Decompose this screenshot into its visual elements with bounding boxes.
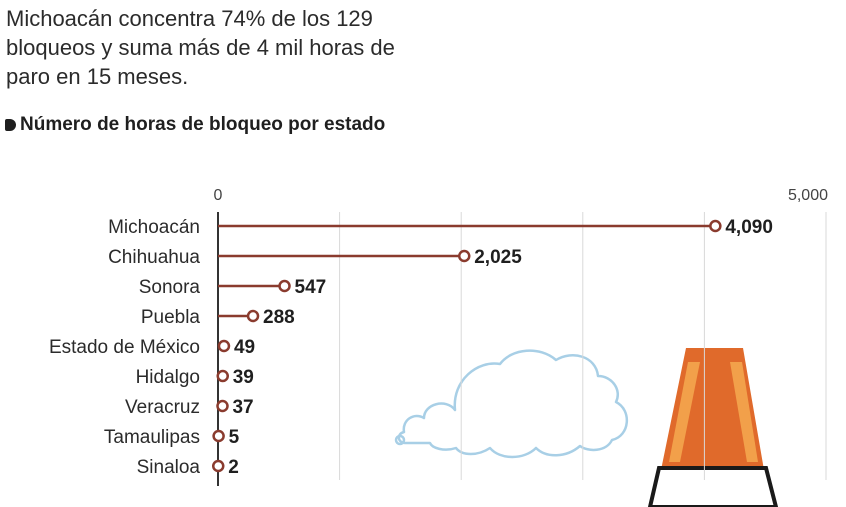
bar-point — [211, 459, 225, 473]
value-label: 49 — [234, 337, 255, 358]
bar-point — [216, 369, 229, 383]
chart-title: Número de horas de bloqueo por estado — [5, 112, 400, 138]
bars — [211, 219, 722, 473]
value-label: 5 — [229, 427, 240, 448]
x-tick-label: 0 — [214, 187, 223, 204]
category-label: Michoacán — [108, 217, 200, 238]
traffic-cone-illustration — [647, 348, 779, 507]
category-labels: Michoacán Chihuahua Sonora Puebla Estado de … — [49, 217, 200, 478]
category-label: Sonora — [139, 277, 201, 298]
bar-point — [246, 309, 260, 323]
category-label: Chihuahua — [108, 247, 200, 268]
chart-title-text: Número de horas de bloqueo por estado — [20, 114, 386, 135]
value-label: 2 — [228, 457, 239, 478]
illustrations — [394, 348, 779, 507]
category-label: Tamaulipas — [104, 427, 200, 448]
value-label: 2,025 — [474, 247, 522, 268]
axis-ticks: 0 5,000 — [214, 187, 829, 204]
category-label: Veracruz — [125, 397, 200, 418]
bar-point — [278, 279, 291, 293]
x-tick-label: 5,000 — [788, 187, 828, 204]
cloud-illustration — [394, 349, 628, 459]
value-label: 547 — [295, 277, 327, 298]
bar-point — [212, 429, 225, 443]
category-label: Puebla — [141, 307, 201, 328]
value-label: 4,090 — [725, 217, 773, 238]
value-label: 39 — [233, 367, 254, 388]
bar-point — [217, 339, 231, 353]
bar-point — [709, 219, 722, 233]
bar-point — [457, 249, 471, 263]
headline: Michoacán concentra 74% de los 129 bloqu… — [6, 6, 395, 89]
value-label: 288 — [263, 307, 295, 328]
title-marker-icon — [5, 119, 16, 131]
bar-point — [216, 399, 229, 413]
value-label: 37 — [232, 397, 253, 418]
category-label: Hidalgo — [136, 367, 200, 388]
category-label: Sinaloa — [137, 457, 201, 478]
category-label: Estado de México — [49, 337, 200, 358]
